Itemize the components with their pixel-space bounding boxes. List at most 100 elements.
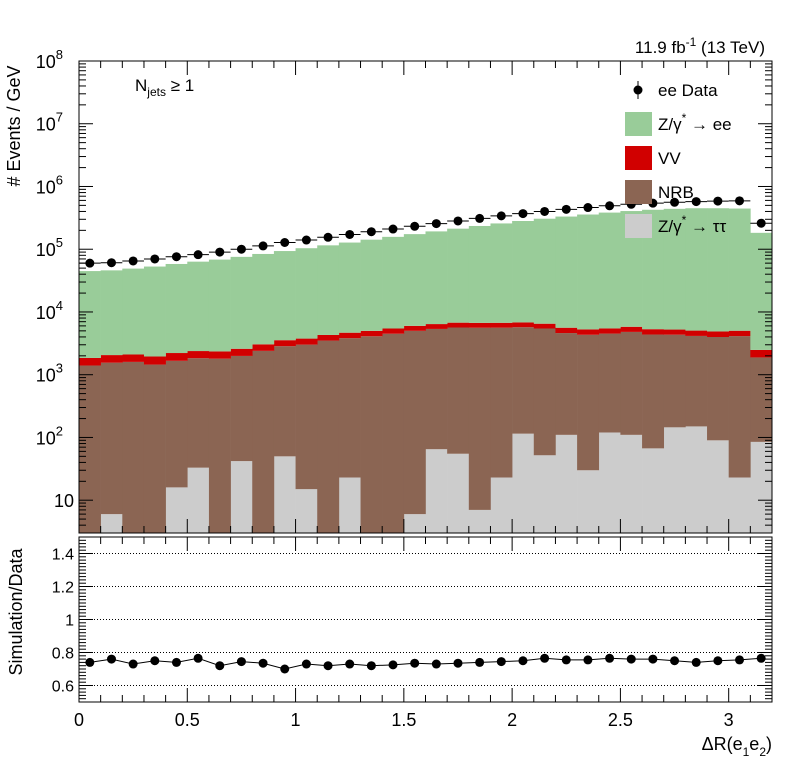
bar-1-18 bbox=[468, 327, 491, 510]
category-main: N bbox=[135, 76, 147, 95]
lower-x-ticks: 0 0.5 1 1.5 2 2.5 3 bbox=[74, 537, 773, 730]
data-point-10 bbox=[301, 235, 311, 245]
category-label: Njets ≥ 1 bbox=[135, 76, 194, 99]
ratio-point-20 bbox=[518, 656, 528, 666]
ratio-points bbox=[85, 653, 766, 674]
category-sub: jets bbox=[146, 85, 166, 99]
bar-1-24 bbox=[598, 333, 621, 433]
bar-2-21 bbox=[533, 323, 556, 329]
bar-3-30 bbox=[728, 208, 751, 331]
ratio-y-axis-label: Simulation/Data bbox=[6, 547, 26, 675]
ratio-point-16 bbox=[431, 659, 441, 669]
bar-1-20 bbox=[512, 327, 535, 434]
ratio-point-31 bbox=[756, 653, 766, 663]
bar-1-17 bbox=[447, 327, 470, 454]
ratio-point-29 bbox=[713, 656, 723, 666]
bar-2-24 bbox=[598, 328, 621, 334]
bar-2-3 bbox=[143, 356, 166, 365]
upper-y-tick-label-3: 104 bbox=[36, 298, 63, 323]
ratio-point-12 bbox=[345, 659, 355, 669]
lower-y-tick-label-0: 0.6 bbox=[52, 679, 74, 696]
bar-0-12 bbox=[338, 477, 361, 533]
legend-swatch-4 bbox=[625, 214, 652, 238]
ratio-point-11 bbox=[323, 661, 333, 671]
data-point-6 bbox=[215, 247, 225, 257]
upper-y-tick-label-0: 10 bbox=[54, 491, 74, 511]
bar-2-26 bbox=[642, 329, 665, 335]
y-axis-label: # Events / GeV bbox=[4, 65, 24, 186]
bar-1-6 bbox=[208, 358, 231, 533]
bar-1-12 bbox=[338, 338, 361, 478]
bar-0-19 bbox=[490, 477, 513, 533]
bar-2-8 bbox=[252, 344, 275, 351]
bar-0-4 bbox=[165, 487, 188, 533]
data-point-9 bbox=[280, 237, 290, 247]
bar-1-8 bbox=[252, 350, 275, 533]
bar-0-24 bbox=[598, 432, 621, 533]
ratio-plot: 0.6 0.8 1 1.2 1.4 0 0.5 1 1.5 2 2.5 3 bbox=[52, 536, 773, 730]
bar-1-31 bbox=[750, 357, 773, 442]
bar-2-15 bbox=[403, 325, 426, 331]
data-point-16 bbox=[431, 219, 441, 229]
data-point-31 bbox=[756, 218, 766, 228]
ratio-point-28 bbox=[691, 657, 701, 667]
ratio-point-8 bbox=[258, 658, 268, 668]
x-tick-label-2: 1 bbox=[291, 710, 301, 730]
bar-0-16 bbox=[425, 449, 448, 533]
data-point-19 bbox=[496, 211, 506, 221]
lower-y-tick-label-1: 0.8 bbox=[52, 646, 74, 663]
bar-3-20 bbox=[512, 220, 535, 323]
bar-2-9 bbox=[273, 340, 296, 347]
bar-3-26 bbox=[642, 209, 665, 330]
bar-2-14 bbox=[382, 328, 405, 334]
lower-y-ticks: 0.6 0.8 1 1.2 1.4 bbox=[52, 536, 772, 703]
ratio-point-10 bbox=[301, 659, 311, 669]
stacked-bars bbox=[79, 208, 773, 533]
legend-label-1: Z/γ* → ee bbox=[658, 111, 732, 134]
data-point-22 bbox=[561, 204, 571, 214]
bar-1-22 bbox=[555, 333, 578, 435]
ratio-line bbox=[89, 657, 762, 670]
legend-swatch-1 bbox=[625, 112, 652, 136]
x-tick-label-3: 1.5 bbox=[391, 710, 416, 730]
bar-1-30 bbox=[728, 336, 751, 478]
legend-label-2: VV bbox=[658, 149, 681, 168]
legend-label-3: NRB bbox=[658, 183, 694, 202]
xlabel-sub1: 1 bbox=[743, 745, 750, 759]
data-point-20 bbox=[518, 209, 528, 219]
bar-0-17 bbox=[447, 453, 470, 533]
ratio-point-22 bbox=[561, 655, 571, 665]
bar-2-16 bbox=[425, 324, 448, 329]
data-point-11 bbox=[323, 232, 333, 242]
upper-y-tick-label-5: 106 bbox=[36, 172, 63, 197]
bar-2-10 bbox=[295, 338, 318, 345]
bar-3-10 bbox=[295, 248, 318, 339]
bar-0-29 bbox=[707, 440, 729, 533]
upper-y-tick-label-1: 102 bbox=[36, 423, 63, 448]
bar-2-4 bbox=[165, 353, 188, 361]
ratio-point-0 bbox=[85, 657, 95, 667]
bar-0-23 bbox=[577, 470, 600, 533]
legend-label-4: Z/γ* → ττ bbox=[658, 213, 726, 236]
data-point-27 bbox=[670, 197, 680, 207]
x-axis-label: ΔR(e1e2) bbox=[702, 734, 772, 759]
upper-y-tick-label-7: 108 bbox=[36, 47, 63, 72]
bar-1-23 bbox=[577, 334, 600, 471]
bar-3-11 bbox=[317, 245, 340, 335]
bar-1-0 bbox=[79, 365, 101, 533]
bar-2-17 bbox=[447, 322, 470, 328]
bar-1-4 bbox=[165, 360, 188, 488]
bar-0-27 bbox=[663, 427, 686, 533]
data-point-13 bbox=[366, 227, 376, 237]
data-point-15 bbox=[410, 221, 420, 231]
bar-1-9 bbox=[273, 346, 296, 457]
bar-0-5 bbox=[187, 467, 210, 533]
bar-3-9 bbox=[273, 251, 296, 341]
data-point-12 bbox=[345, 229, 355, 239]
bar-3-21 bbox=[533, 218, 556, 324]
bar-2-23 bbox=[577, 329, 600, 335]
ratio-point-9 bbox=[280, 664, 290, 674]
bar-3-29 bbox=[707, 208, 729, 332]
bar-2-2 bbox=[122, 354, 145, 362]
x-tick-label-5: 2.5 bbox=[608, 710, 633, 730]
